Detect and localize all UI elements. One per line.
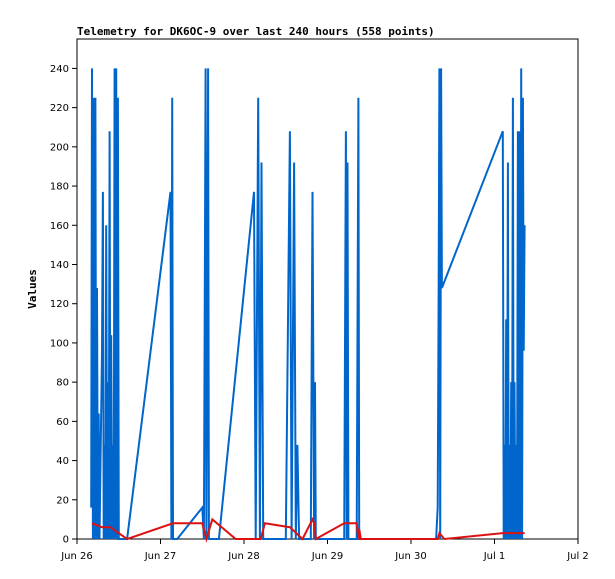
x-tick-label: Jun 26 (60, 551, 93, 562)
y-tick-label: 200 (50, 142, 69, 153)
y-tick-label: 60 (56, 417, 69, 428)
x-tick-label: Jul 2 (566, 551, 589, 562)
y-axis-label: Values (26, 269, 39, 309)
y-tick-label: 180 (50, 182, 69, 193)
x-tick-label: Jun 28 (227, 551, 260, 562)
y-tick-label: 140 (50, 260, 69, 271)
y-tick-label: 240 (50, 64, 69, 75)
x-tick-label: Jun 27 (144, 551, 177, 562)
x-tick-label: Jul 1 (483, 551, 506, 562)
y-tick-label: 100 (50, 338, 69, 349)
y-tick-label: 80 (56, 378, 69, 389)
series-line-2 (91, 517, 525, 543)
y-tick-label: 20 (56, 495, 69, 506)
y-tick-label: 0 (63, 535, 69, 546)
x-tick-label: Jun 29 (311, 551, 344, 562)
y-tick-label: 40 (56, 456, 69, 467)
y-tick-label: 120 (50, 299, 69, 310)
y-tick-label: 160 (50, 221, 69, 232)
y-axis: 0 20 40 60 80 100 120 140 160 180 200 220 240 (50, 64, 77, 546)
x-tick-label: Jun 30 (394, 551, 427, 562)
series-line-1 (90, 68, 526, 540)
series-layer (90, 68, 526, 543)
x-axis: Jun 26 Jun 27 Jun 28 Jun 29 Jun 30 Jul 1 Jul 2 (60, 539, 589, 562)
y-tick-label: 220 (50, 103, 69, 114)
chart-title: Telemetry for DK6OC-9 over last 240 hour… (77, 25, 435, 38)
plot-area (76, 38, 579, 540)
